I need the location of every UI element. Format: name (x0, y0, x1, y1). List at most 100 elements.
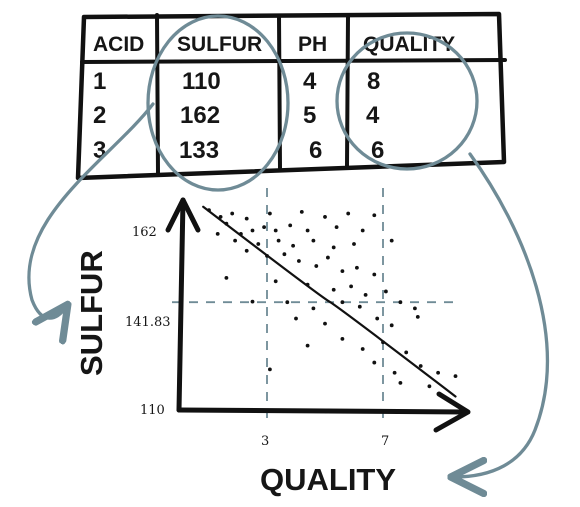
table-column-divider-3 (345, 14, 350, 168)
table-header-quality: QUALITY (363, 33, 455, 56)
table-row-1-quality: 8 (367, 68, 380, 95)
scatter-point (331, 287, 336, 292)
scatter-point (357, 304, 362, 309)
scatter-point (389, 323, 394, 328)
x-axis-label: QUALITY (260, 462, 396, 497)
scatter-point (282, 252, 287, 257)
scatter-point (436, 370, 440, 375)
scatter-point (262, 225, 266, 229)
table-row-1-acid: 1 (93, 68, 106, 95)
scatter-chart: 162 141.83 110 3 7 SULFUR QUALITY (74, 188, 471, 497)
scatter-point (398, 300, 403, 305)
scatter-point (334, 225, 339, 229)
scatter-point (285, 300, 290, 305)
scatter-point (294, 316, 298, 321)
scatter-point (311, 306, 316, 311)
scatter-point (218, 215, 223, 219)
table-row-2-quality: 4 (366, 102, 380, 129)
table-row-2-acid: 2 (93, 102, 106, 129)
x-axis (176, 407, 469, 415)
scatter-point (305, 228, 310, 233)
scatter-point (268, 367, 272, 372)
y-tick-141-83: 141.83 (125, 315, 171, 330)
table-row-1-ph: 4 (303, 68, 317, 95)
scatter-point (363, 292, 368, 297)
table-row-2-ph: 5 (303, 102, 316, 129)
scatter-point (244, 216, 249, 221)
scatter-point (352, 242, 356, 246)
x-axis-arrowhead (433, 391, 471, 433)
highlight-overlays (27, 14, 549, 477)
scatter-point (355, 265, 359, 270)
scatter-point (268, 211, 272, 216)
scatter-point (340, 300, 345, 305)
scatter-point (323, 321, 327, 326)
scatter-point (215, 231, 220, 236)
table-row-3-ph: 6 (309, 137, 322, 164)
scatter-points (207, 208, 458, 389)
scatter-point (349, 284, 353, 289)
y-axis-arrowhead (165, 197, 201, 233)
scatter-point (413, 306, 417, 311)
table-header-ph: PH (298, 33, 327, 56)
scatter-point (305, 343, 310, 348)
scatter-point (389, 238, 394, 243)
scatter-point (276, 238, 281, 243)
trend-line (202, 205, 457, 398)
scatter-point (250, 228, 255, 233)
scatter-point (311, 238, 316, 243)
table-row-2-sulfur: 162 (180, 102, 220, 129)
y-axis (176, 197, 186, 413)
table-border (75, 11, 507, 181)
scatter-point (372, 213, 377, 218)
scatter-point (273, 228, 278, 233)
scatter-point (224, 276, 229, 280)
scatter-point (340, 269, 345, 274)
chart-guide-lines (172, 188, 458, 425)
quality-column-highlight (335, 31, 479, 171)
table-header-sulfur: SULFUR (177, 33, 262, 56)
scatter-point (427, 384, 432, 389)
scatter-point (256, 242, 261, 246)
scatter-point (453, 374, 458, 379)
sulfur-to-y-axis-arrow (27, 102, 155, 318)
scatter-point (244, 248, 249, 253)
y-axis-label: SULFUR (74, 250, 109, 376)
sulfur-column-highlight (146, 14, 290, 192)
scatter-point (384, 289, 388, 294)
scatter-point (404, 350, 409, 355)
x-tick-3: 3 (261, 434, 269, 449)
scatter-point (372, 360, 377, 365)
scatter-point (233, 238, 238, 243)
scatter-point (297, 259, 301, 263)
scatter-point (273, 279, 278, 284)
scatter-point (230, 211, 235, 216)
table-row-3-sulfur: 133 (179, 137, 219, 164)
scatter-point (323, 215, 327, 219)
scatter-point (418, 364, 423, 368)
scatter-point (299, 209, 304, 214)
scatter-point (375, 316, 380, 321)
scatter-point (360, 347, 365, 351)
y-tick-110: 110 (140, 403, 165, 418)
data-table: ACID SULFUR PH QUALITY 1 110 4 8 2 162 5… (75, 11, 507, 181)
table-row-3-quality: 6 (371, 137, 384, 164)
scatter-point (288, 223, 293, 228)
y-tick-162: 162 (132, 225, 157, 240)
table-row-1-sulfur: 110 (182, 68, 221, 95)
scatter-point (291, 243, 295, 248)
scatter-point (314, 264, 319, 268)
scatter-point (331, 245, 336, 250)
table-header-separator (80, 58, 507, 64)
quality-to-x-axis-arrow (454, 152, 549, 477)
scatter-point (346, 211, 351, 216)
scatter-point (340, 336, 345, 341)
scatter-point (398, 381, 403, 385)
scatter-point (372, 272, 377, 277)
scatter-point (415, 314, 420, 319)
table-header-acid: ACID (93, 33, 144, 56)
scatter-point (360, 228, 365, 233)
x-tick-7: 7 (381, 434, 389, 449)
scatter-point (392, 370, 397, 375)
